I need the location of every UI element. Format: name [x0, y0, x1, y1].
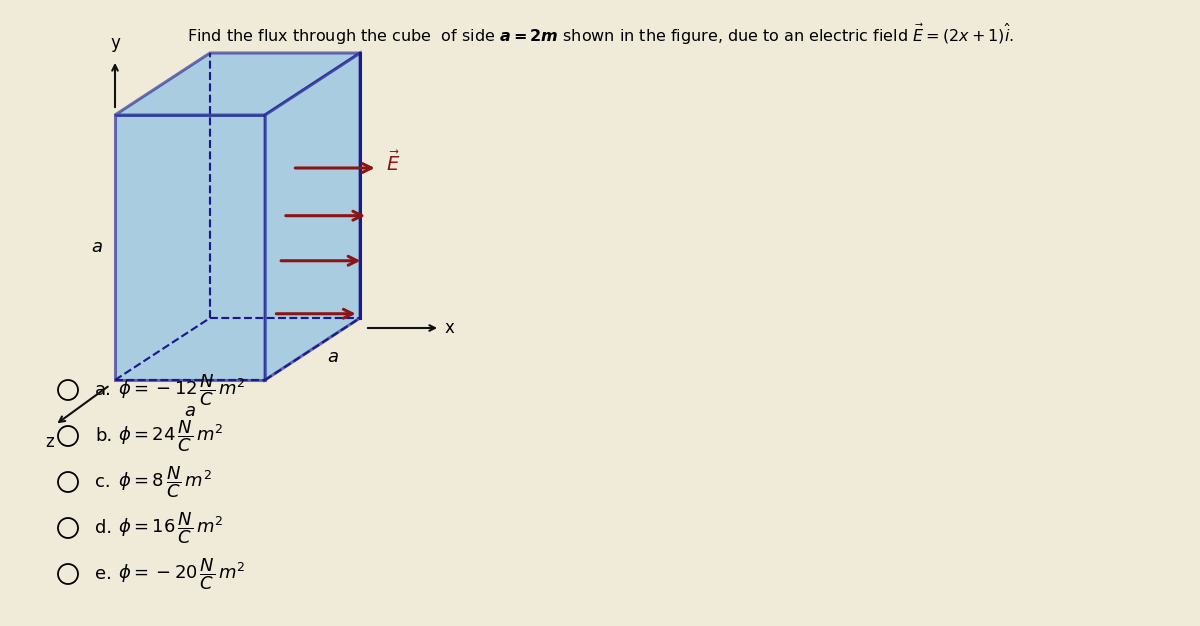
Text: $\phi = 8\,\dfrac{N}{C}\,m^2$: $\phi = 8\,\dfrac{N}{C}\,m^2$ — [118, 464, 212, 500]
Text: $\phi = 16\,\dfrac{N}{C}\,m^2$: $\phi = 16\,\dfrac{N}{C}\,m^2$ — [118, 510, 223, 546]
Text: e.: e. — [95, 565, 112, 583]
Polygon shape — [115, 53, 360, 115]
Text: $\vec{E}$: $\vec{E}$ — [385, 151, 400, 175]
Text: y: y — [110, 34, 120, 52]
Text: Find the flux through the cube  of side $\boldsymbol{a = 2m}$ shown in the figur: Find the flux through the cube of side $… — [186, 22, 1014, 47]
Text: c.: c. — [95, 473, 110, 491]
Text: $\phi = -12\,\dfrac{N}{C}\,m^2$: $\phi = -12\,\dfrac{N}{C}\,m^2$ — [118, 372, 246, 408]
Polygon shape — [115, 115, 265, 380]
Text: a: a — [328, 348, 338, 366]
Text: a: a — [185, 402, 196, 420]
Text: b.: b. — [95, 427, 113, 445]
Polygon shape — [265, 53, 360, 380]
Text: d.: d. — [95, 519, 112, 537]
Text: z: z — [46, 433, 54, 451]
Text: a.: a. — [95, 381, 112, 399]
Text: a: a — [91, 239, 102, 257]
Text: x: x — [445, 319, 455, 337]
Text: $\phi = -20\,\dfrac{N}{C}\,m^2$: $\phi = -20\,\dfrac{N}{C}\,m^2$ — [118, 556, 246, 592]
Text: $\phi = 24\,\dfrac{N}{C}\,m^2$: $\phi = 24\,\dfrac{N}{C}\,m^2$ — [118, 418, 223, 454]
